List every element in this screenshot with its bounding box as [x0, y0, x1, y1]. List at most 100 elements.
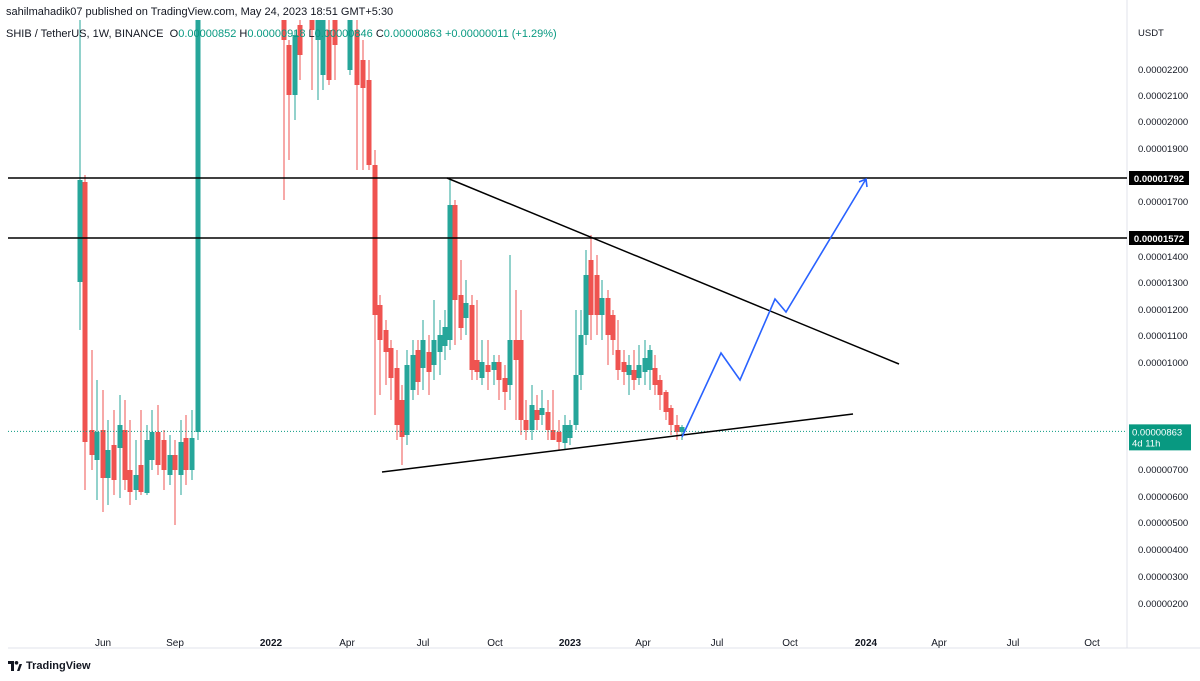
- candle-down: [668, 405, 674, 435]
- candle-body: [366, 80, 372, 165]
- candle-down: [89, 350, 95, 470]
- tradingview-logo-icon: [8, 661, 22, 671]
- price-tick-label: 0.00000500: [1138, 518, 1188, 529]
- candle-body: [594, 275, 600, 315]
- candle-body: [347, 20, 353, 70]
- tradingview-logo-text: TradingView: [26, 660, 91, 672]
- time-tick-label: Apr: [931, 638, 947, 649]
- candle-down: [172, 440, 178, 525]
- projection-path[interactable]: [681, 178, 867, 438]
- candle-body: [621, 362, 627, 372]
- candle-down: [155, 405, 161, 475]
- time-tick-label: Jul: [417, 638, 430, 649]
- candle-up: [562, 415, 568, 450]
- time-axis[interactable]: Jun Sep 2022 Apr Jul Oct 2023 Apr Jul Oct 2024 Apr J…: [95, 638, 1100, 649]
- candle-body: [663, 392, 669, 412]
- candle-body: [518, 340, 524, 420]
- candle-body: [195, 20, 201, 432]
- candle-down: [111, 410, 117, 495]
- candle-up: [442, 310, 448, 360]
- countdown-label: 4d 11h: [1132, 438, 1160, 449]
- low-label: L: [308, 28, 315, 40]
- candle-down: [605, 290, 611, 365]
- time-tick-label: Apr: [339, 638, 355, 649]
- time-tick-label: 2022: [260, 638, 283, 649]
- candle-down: [326, 20, 332, 85]
- candle-body: [529, 405, 535, 430]
- candle-up: [583, 250, 589, 345]
- high-value: 0.00000918: [247, 28, 306, 40]
- candle-body: [513, 340, 519, 360]
- symbol-legend[interactable]: SHIB / TetherUS, 1W, BINANCE O0.00000852…: [6, 28, 557, 40]
- price-tick-label: 0.00002200: [1138, 65, 1188, 76]
- candle-up: [178, 420, 184, 495]
- candle-body: [679, 427, 685, 432]
- candle-body: [89, 430, 95, 455]
- price-tick-label: 0.00001700: [1138, 197, 1188, 208]
- candle-down: [281, 20, 287, 200]
- candle-body: [133, 475, 139, 490]
- candle-up: [573, 310, 579, 430]
- candle-down: [372, 150, 378, 415]
- candle-up: [491, 355, 497, 385]
- candle-body: [360, 60, 366, 88]
- candle-body: [539, 408, 545, 415]
- candle-body: [599, 298, 605, 315]
- candle-body: [458, 295, 464, 328]
- ascending-trendline[interactable]: [381, 413, 854, 473]
- candle-down: [309, 20, 315, 90]
- projection-layer: [681, 177, 868, 438]
- candle-up: [679, 425, 685, 440]
- candle-body: [674, 425, 680, 432]
- candle-body: [167, 455, 173, 475]
- candle-up: [420, 320, 426, 390]
- candle-body: [183, 438, 189, 470]
- candle-body: [556, 432, 562, 442]
- candle-up: [315, 20, 321, 100]
- publish-info: sahilmahadik07 published on TradingView.…: [6, 6, 394, 18]
- candle-down: [485, 340, 491, 390]
- candle-body: [138, 465, 144, 492]
- candle-body: [320, 20, 326, 75]
- candle-body: [127, 470, 133, 492]
- candle-body: [332, 20, 338, 45]
- candle-body: [315, 20, 321, 40]
- candle-down: [297, 20, 303, 80]
- candle-body: [399, 400, 405, 437]
- candle-body: [111, 445, 117, 480]
- candle-up: [149, 410, 155, 470]
- candle-down: [399, 385, 405, 465]
- candle-down: [383, 320, 389, 385]
- candle-down: [610, 310, 616, 355]
- candle-up: [144, 425, 150, 495]
- candle-body: [172, 455, 178, 470]
- candle-body: [388, 348, 394, 378]
- close-label: C: [375, 28, 384, 40]
- time-tick-label: Sep: [166, 638, 184, 649]
- candle-body: [404, 365, 410, 435]
- candle-body: [615, 350, 621, 370]
- candle-body: [100, 430, 106, 478]
- candle-body: [77, 180, 83, 282]
- candle-down: [394, 350, 400, 440]
- price-axis[interactable]: 0.00002200 0.00002100 0.00002000 0.00001900…: [1138, 65, 1188, 610]
- tradingview-logo[interactable]: TradingView: [8, 660, 91, 672]
- candle-up: [404, 350, 410, 445]
- candle-up: [77, 20, 83, 330]
- candle-body: [502, 378, 508, 392]
- candle-body: [534, 410, 540, 420]
- time-tick-label: Jun: [95, 638, 111, 649]
- candle-down: [652, 355, 658, 395]
- price-tick-label: 0.00000400: [1138, 545, 1188, 556]
- candle-down: [615, 320, 621, 380]
- candle-up: [105, 420, 111, 505]
- candle-body: [426, 352, 432, 372]
- candle-down: [377, 295, 383, 395]
- candle-body: [149, 432, 155, 460]
- candle-body: [82, 182, 88, 442]
- descending-trendline[interactable]: [446, 177, 900, 365]
- candle-body: [452, 205, 458, 300]
- candle-down: [588, 235, 594, 340]
